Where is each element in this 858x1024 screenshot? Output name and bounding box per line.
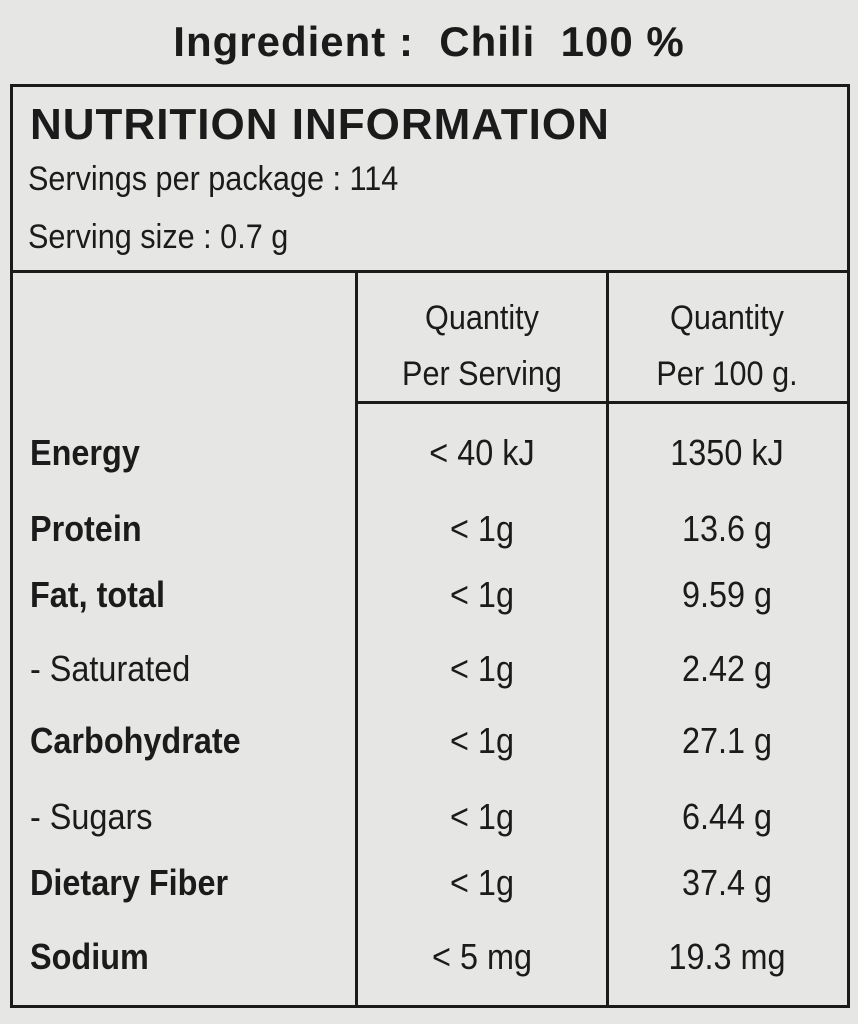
per-100g: 6.44 g: [681, 796, 773, 837]
nutrient-name: - Sugars: [30, 796, 153, 837]
per-serving: < 1g: [450, 720, 514, 761]
ingredient: Ingredient : Chili 100 %: [173, 18, 685, 65]
per-serving: < 40 kJ: [429, 432, 535, 473]
column-header: Per 100 g.: [656, 355, 798, 393]
per-serving: < 1g: [450, 862, 514, 903]
column-header: Quantity: [670, 299, 784, 337]
servings-per-package: Servings per package : 114: [28, 160, 399, 198]
nutrient-name: Fat, total: [30, 574, 165, 615]
per-100g: 9.59 g: [681, 574, 773, 615]
per-serving: < 5 mg: [432, 936, 532, 977]
nutrition-panel: [10, 84, 850, 1008]
per-100g: 19.3 mg: [668, 936, 786, 977]
nutrient-name: Sodium: [30, 936, 149, 977]
divider: [356, 401, 847, 404]
nutrient-name: Protein: [30, 508, 142, 549]
per-100g: 13.6 g: [681, 508, 773, 549]
per-serving: < 1g: [450, 574, 514, 615]
nutrient-name: Dietary Fiber: [30, 862, 229, 903]
per-serving: < 1g: [450, 796, 514, 837]
column-header: Quantity: [425, 299, 539, 337]
nutrient-name: Carbohydrate: [30, 720, 241, 761]
per-100g: 27.1 g: [681, 720, 773, 761]
per-100g: 1350 kJ: [670, 432, 784, 473]
per-serving: < 1g: [450, 508, 514, 549]
column-divider: [355, 270, 358, 1005]
per-100g: 2.42 g: [681, 648, 773, 689]
column-header: Per Serving: [402, 355, 562, 393]
serving-size: Serving size : 0.7 g: [28, 218, 289, 256]
per-100g: 37.4 g: [681, 862, 773, 903]
panel-title: NUTRITION INFORMATION: [30, 100, 610, 149]
nutrient-name: Energy: [30, 432, 140, 473]
per-serving: < 1g: [450, 648, 514, 689]
column-divider: [606, 270, 609, 1005]
divider: [10, 270, 847, 273]
nutrient-name: - Saturated: [30, 648, 191, 689]
